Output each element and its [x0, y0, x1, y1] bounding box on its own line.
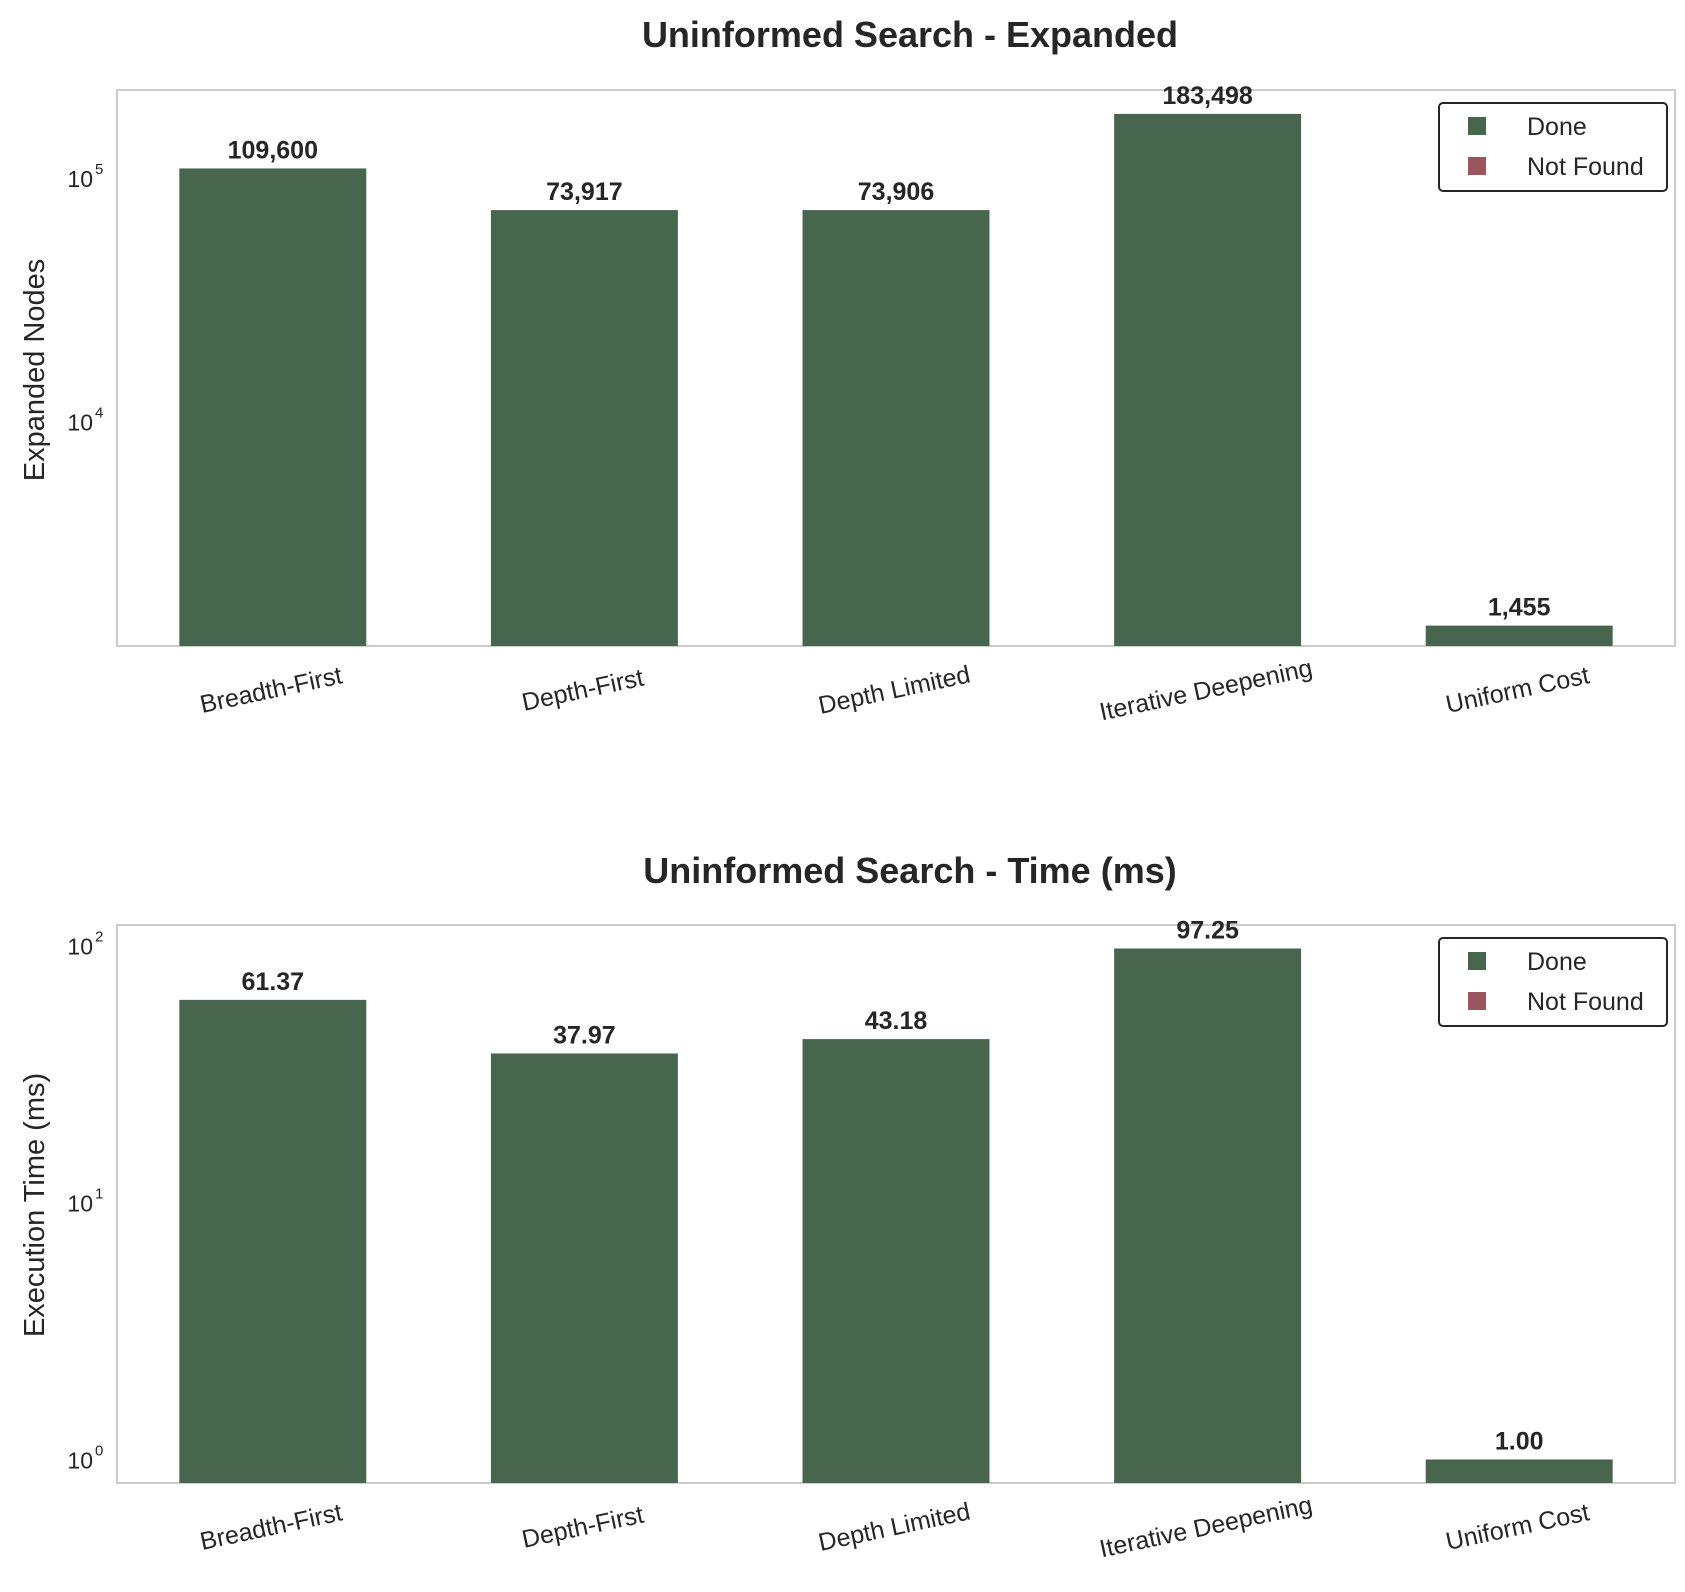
bar	[179, 168, 367, 647]
bar	[802, 210, 990, 646]
x-tick-label: Iterative Deepening	[1097, 1491, 1315, 1563]
x-tick-label: Breadth-First	[198, 1498, 345, 1555]
data-label: 61.37	[242, 968, 305, 996]
data-label: 73,917	[546, 178, 622, 206]
x-tick-label: Breadth-First	[198, 661, 345, 718]
data-label: 1.00	[1495, 1427, 1544, 1455]
x-tick-label: Depth Limited	[816, 660, 973, 719]
bar	[490, 210, 678, 646]
legend-swatch	[1468, 117, 1486, 135]
bar	[490, 1053, 678, 1483]
legend-swatch	[1468, 952, 1486, 970]
expanded-chart: Uninformed Search - Expanded Expanded No…	[19, 14, 1676, 726]
y-tick-label: 10 5	[67, 161, 103, 192]
data-label: 73,906	[858, 178, 934, 206]
legend-label: Done	[1527, 948, 1587, 976]
y-tick-base: 10	[67, 1447, 93, 1473]
legend-swatch	[1468, 157, 1486, 175]
data-label: 43.18	[865, 1007, 928, 1035]
y-tick-base: 10	[67, 1190, 93, 1216]
data-label: 109,600	[228, 136, 318, 164]
bar	[1114, 113, 1302, 647]
legend: Done Not Found	[1438, 102, 1668, 192]
data-label: 97.25	[1176, 916, 1239, 944]
x-tick-label: Uniform Cost	[1443, 661, 1592, 719]
y-tick-exponent: 1	[95, 1185, 103, 1202]
x-tick-label: Iterative Deepening	[1097, 654, 1315, 726]
legend-label: Done	[1527, 113, 1587, 141]
legend-swatch	[1468, 992, 1486, 1010]
legend-label: Not Found	[1527, 153, 1644, 181]
data-label: 37.97	[553, 1021, 616, 1049]
data-label: 183,498	[1162, 82, 1252, 110]
x-tick-label: Depth-First	[519, 1501, 646, 1554]
y-tick-exponent: 5	[95, 161, 103, 178]
y-tick-exponent: 4	[95, 405, 103, 422]
legend: Done Not Found	[1438, 937, 1668, 1027]
x-tick-label: Depth Limited	[816, 1497, 973, 1556]
y-axis-label: Expanded Nodes	[19, 259, 51, 482]
y-tick-label: 10 4	[67, 405, 103, 436]
y-tick-base: 10	[67, 166, 93, 192]
bar	[1425, 1459, 1613, 1483]
bar	[1425, 625, 1613, 646]
x-tick-label: Depth-First	[519, 664, 646, 717]
y-tick-label: 10 1	[67, 1185, 103, 1216]
y-tick-base: 10	[67, 933, 93, 959]
chart-title: Uninformed Search - Expanded	[642, 14, 1178, 55]
legend-box	[1438, 102, 1668, 192]
bar	[802, 1039, 990, 1483]
time-chart: Uninformed Search - Time (ms) Execution …	[19, 850, 1676, 1563]
data-label: 1,455	[1488, 594, 1551, 622]
legend-label: Not Found	[1527, 988, 1644, 1016]
bar	[1114, 948, 1302, 1483]
legend-box	[1438, 937, 1668, 1027]
y-tick-base: 10	[67, 410, 93, 436]
y-tick-exponent: 0	[95, 1442, 103, 1459]
y-tick-label: 10 0	[67, 1442, 103, 1473]
y-tick-label: 10 2	[67, 928, 103, 959]
y-axis-label: Execution Time (ms)	[19, 1073, 51, 1337]
bar	[179, 999, 367, 1483]
x-tick-label: Uniform Cost	[1443, 1498, 1592, 1556]
y-tick-exponent: 2	[95, 928, 103, 945]
chart-title: Uninformed Search - Time (ms)	[643, 850, 1176, 891]
